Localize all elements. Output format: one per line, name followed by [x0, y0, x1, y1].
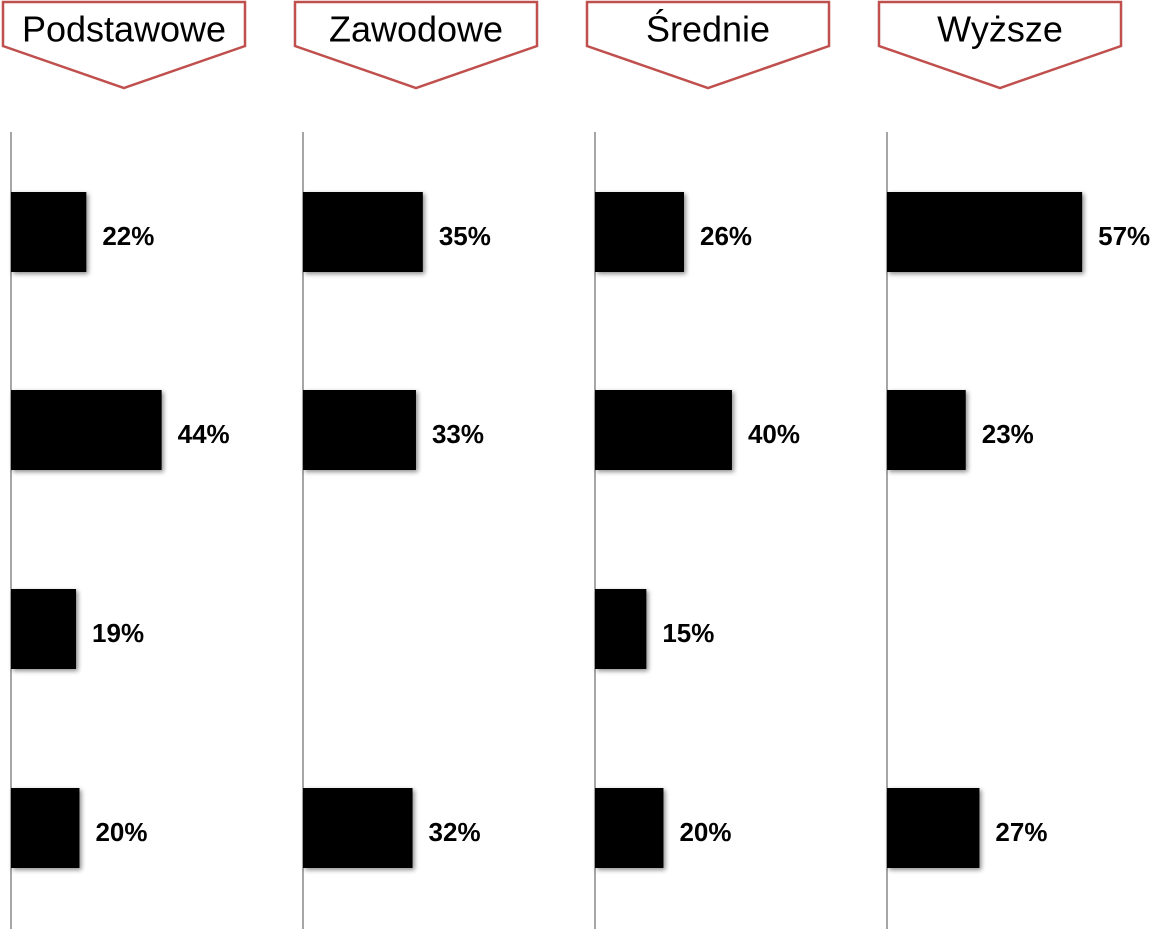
panel-title: Zawodowe	[329, 9, 503, 50]
value-label: 26%	[700, 221, 752, 251]
title-banner	[293, 0, 539, 90]
value-label: 57%	[1098, 221, 1150, 251]
value-label: 40%	[748, 419, 800, 449]
value-label: 22%	[102, 221, 154, 251]
bar	[11, 589, 77, 669]
bar	[887, 390, 966, 470]
bar	[595, 390, 732, 470]
value-label: 44%	[178, 419, 230, 449]
value-label: 35%	[439, 221, 491, 251]
bar	[11, 192, 87, 272]
bar	[595, 192, 685, 272]
title-banner	[877, 0, 1123, 90]
value-label: 20%	[95, 817, 147, 847]
title-banner	[585, 0, 831, 90]
bar	[11, 390, 162, 470]
bar	[595, 788, 664, 868]
value-label: 20%	[679, 817, 731, 847]
panel-title: Wyższe	[937, 9, 1063, 50]
bar	[887, 192, 1083, 272]
bar	[303, 192, 423, 272]
panel-title: Średnie	[646, 8, 770, 50]
value-label: 23%	[982, 419, 1034, 449]
bar	[11, 788, 80, 868]
bar	[595, 589, 647, 669]
value-label: 15%	[662, 618, 714, 648]
bar	[887, 788, 980, 868]
panel-title: Podstawowe	[22, 9, 226, 50]
value-label: 27%	[995, 817, 1047, 847]
value-label: 19%	[92, 618, 144, 648]
value-label: 33%	[432, 419, 484, 449]
value-label: 32%	[429, 817, 481, 847]
title-banner	[1, 0, 247, 90]
bar	[303, 788, 413, 868]
bar	[303, 390, 416, 470]
